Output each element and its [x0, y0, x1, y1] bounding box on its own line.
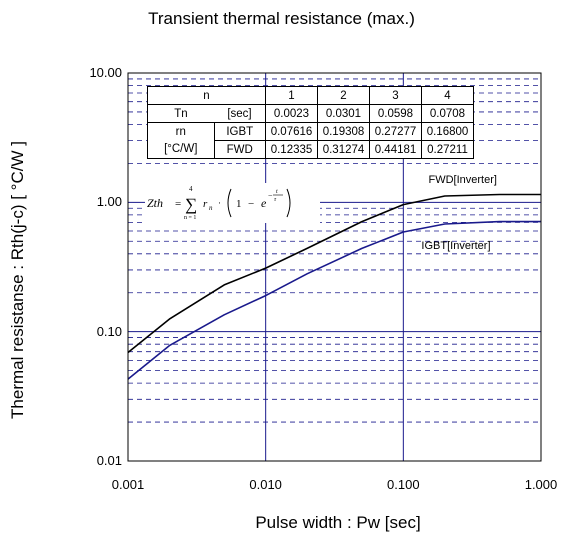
table-cell-n: n — [147, 86, 266, 105]
x-tick-label: 0.010 — [249, 477, 282, 492]
formula-right-paren-icon — [286, 188, 291, 218]
x-tick-label: 0.100 — [387, 477, 420, 492]
igbt-r3: 0.27277 — [369, 122, 422, 141]
fwd-r2: 0.31274 — [317, 140, 370, 159]
igbt-r2: 0.19308 — [317, 122, 370, 141]
igbt-r1: 0.07616 — [265, 122, 318, 141]
y-tick-label: 0.01 — [96, 453, 122, 468]
formula-one: 1 — [236, 198, 242, 210]
y-tick-label: 0.10 — [96, 323, 122, 339]
y-tick-label: 1.00 — [96, 194, 122, 210]
formula-exp-den: τ — [274, 197, 277, 203]
table-row-header: n 1 2 3 4 — [147, 86, 474, 105]
y-tick-label: 10.00 — [89, 65, 122, 80]
series-label-1: IGBT[Inverter] — [421, 240, 491, 253]
fwd-r4: 0.27211 — [421, 140, 474, 159]
table-row-tau: Tn [sec] 0.0023 0.0301 0.0598 0.0708 — [147, 104, 474, 123]
fwd-r1: 0.12335 — [265, 140, 318, 159]
series-line-1 — [127, 220, 541, 380]
formula-minus: − — [248, 198, 254, 210]
formula-exp-num: t — [276, 189, 278, 195]
r-unit: [°C/W] — [147, 140, 215, 159]
tau-2: 0.0301 — [317, 104, 370, 123]
y-axis-title: Thermal resistanse : Rth(j-c) [ °C/W ] — [8, 141, 27, 419]
thermal-parameter-table: n 1 2 3 4 Tn [sec] 0.0023 0.0301 0.0598 … — [147, 86, 474, 159]
fwd-label: FWD — [213, 140, 266, 159]
formula-term: r — [203, 198, 208, 210]
igbt-r4: 0.16800 — [421, 122, 474, 141]
table-header-1: 1 — [265, 86, 318, 105]
x-tick-label: 0.001 — [111, 477, 145, 492]
series-label-0: FWD[Inverter] — [428, 174, 497, 187]
igbt-label: IGBT — [213, 122, 266, 141]
x-axis-title: Pulse width : Pw [sec] — [255, 513, 421, 532]
formula-base: e — [261, 196, 267, 210]
formula-term-sub: n — [209, 204, 213, 212]
table-header-3: 3 — [369, 86, 422, 105]
formula-sigma-icon: ∑ — [185, 195, 197, 214]
tau-unit: [sec] — [214, 104, 266, 123]
formula-sum-top: 4 — [189, 185, 193, 193]
formula-left-paren-icon — [227, 188, 232, 218]
formula-lhs: Zth — [147, 196, 163, 210]
table-header-2: 2 — [317, 86, 370, 105]
tau-label: Tn — [147, 104, 214, 123]
formula-exp-minus-icon: − — [268, 191, 273, 200]
tau-3: 0.0598 — [369, 104, 422, 123]
zth-formula: Zth = 4 ∑ n = 1 r n · 1 − e − t τ — [145, 183, 320, 223]
tau-1: 0.0023 — [265, 104, 318, 123]
x-tick-label: 1.000 — [524, 477, 558, 492]
series-line-0 — [127, 193, 541, 354]
curves — [127, 193, 541, 380]
chart-title: Transient thermal resistance (max.) — [148, 9, 415, 28]
fwd-r3: 0.44181 — [369, 140, 422, 159]
table-header-4: 4 — [421, 86, 474, 105]
formula-sum-bottom: n = 1 — [184, 215, 196, 221]
table-row-fwd: [°C/W] FWD 0.12335 0.31274 0.44181 0.272… — [147, 140, 474, 159]
tau-4: 0.0708 — [421, 104, 474, 123]
formula-dot-icon: · — [218, 198, 221, 208]
formula-equals: = — [175, 198, 181, 210]
r-label: rn — [147, 122, 215, 141]
table-row-igbt: rn IGBT 0.07616 0.19308 0.27277 0.16800 — [147, 122, 474, 141]
plot-frame — [127, 72, 542, 462]
